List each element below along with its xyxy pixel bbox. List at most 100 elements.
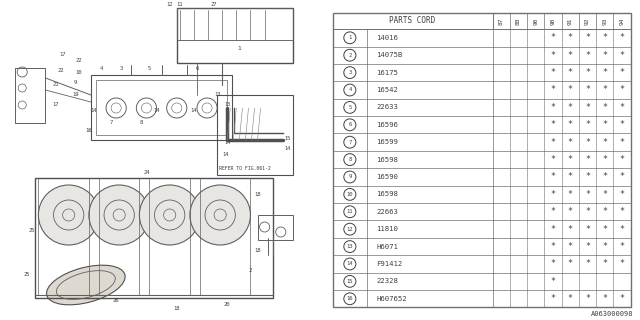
Text: 22: 22 [58,68,64,73]
Text: 6: 6 [348,122,351,127]
Text: *: * [550,172,556,181]
Text: *: * [602,103,607,112]
Text: *: * [550,207,556,216]
Text: *: * [568,103,573,112]
Text: *: * [550,120,556,129]
Text: 16542: 16542 [376,87,398,93]
Text: *: * [602,190,607,199]
Text: 10: 10 [76,69,82,75]
Text: *: * [602,172,607,181]
Text: *: * [585,190,590,199]
Text: *: * [620,207,625,216]
Text: *: * [620,138,625,147]
Text: 20: 20 [224,302,230,308]
Text: *: * [585,155,590,164]
Circle shape [344,49,356,61]
Circle shape [344,188,356,200]
Circle shape [38,185,99,245]
Text: *: * [620,120,625,129]
Bar [257,215,293,240]
Text: *: * [602,85,607,94]
Text: PARTS CORD: PARTS CORD [390,16,436,25]
Text: *: * [602,138,607,147]
Text: 9: 9 [74,79,77,84]
Text: 14: 14 [285,146,291,150]
Text: *: * [602,242,607,251]
Text: 6: 6 [195,66,198,70]
Text: 12: 12 [347,227,353,232]
Circle shape [344,101,356,113]
Bar [15,68,45,123]
Text: 14: 14 [154,108,160,113]
Circle shape [344,241,356,252]
Text: 7: 7 [109,119,113,124]
Text: *: * [568,51,573,60]
Text: 4: 4 [99,66,102,70]
Text: 14075B: 14075B [376,52,403,58]
Circle shape [344,67,356,78]
Text: *: * [585,207,590,216]
Text: *: * [602,33,607,42]
Text: 16175: 16175 [376,70,398,76]
Text: *: * [550,190,556,199]
Text: *: * [602,260,607,268]
Text: 1: 1 [348,35,351,40]
Text: *: * [620,85,625,94]
Text: 92: 92 [585,17,590,25]
Text: 9: 9 [348,174,351,180]
Ellipse shape [47,265,125,305]
Text: 8: 8 [348,157,351,162]
Bar [35,178,273,298]
Text: *: * [620,172,625,181]
Text: 2: 2 [249,268,252,273]
Text: 90: 90 [533,17,538,25]
Text: 16: 16 [86,127,92,132]
Text: 16590: 16590 [376,174,398,180]
Text: *: * [568,207,573,216]
Text: 14: 14 [347,261,353,267]
Text: *: * [550,294,556,303]
Text: 11810: 11810 [376,226,398,232]
Text: 14: 14 [91,108,97,113]
Text: *: * [620,68,625,77]
Text: 25: 25 [29,228,35,233]
Text: *: * [568,242,573,251]
Bar [91,75,232,140]
Text: 22: 22 [76,58,82,62]
Text: *: * [568,85,573,94]
Circle shape [344,84,356,96]
Text: REFER TO FIG.061-2: REFER TO FIG.061-2 [219,165,271,171]
Text: 16598: 16598 [376,156,398,163]
Text: *: * [620,294,625,303]
Text: *: * [585,260,590,268]
Bar [177,8,293,40]
Text: 14: 14 [224,140,230,146]
Text: 16: 16 [347,296,353,301]
Text: H607652: H607652 [376,296,407,302]
Circle shape [89,185,150,245]
Text: *: * [568,120,573,129]
Text: 15: 15 [285,135,291,140]
Text: *: * [602,294,607,303]
Text: 17: 17 [60,52,66,58]
Text: 27: 27 [211,3,218,7]
Text: *: * [620,190,625,199]
Text: *: * [585,172,590,181]
Circle shape [344,32,356,44]
Text: 18: 18 [173,306,180,310]
Text: *: * [568,138,573,147]
Text: *: * [585,33,590,42]
Text: *: * [585,242,590,251]
Text: 5: 5 [148,66,151,70]
Text: *: * [620,33,625,42]
Circle shape [344,171,356,183]
Circle shape [344,223,356,235]
Text: 19: 19 [72,92,79,98]
Bar [96,80,227,135]
Circle shape [344,154,356,165]
Text: 88: 88 [516,17,521,25]
Text: 22633: 22633 [376,104,398,110]
Text: *: * [550,260,556,268]
Text: 91: 91 [568,17,573,25]
Text: *: * [585,68,590,77]
